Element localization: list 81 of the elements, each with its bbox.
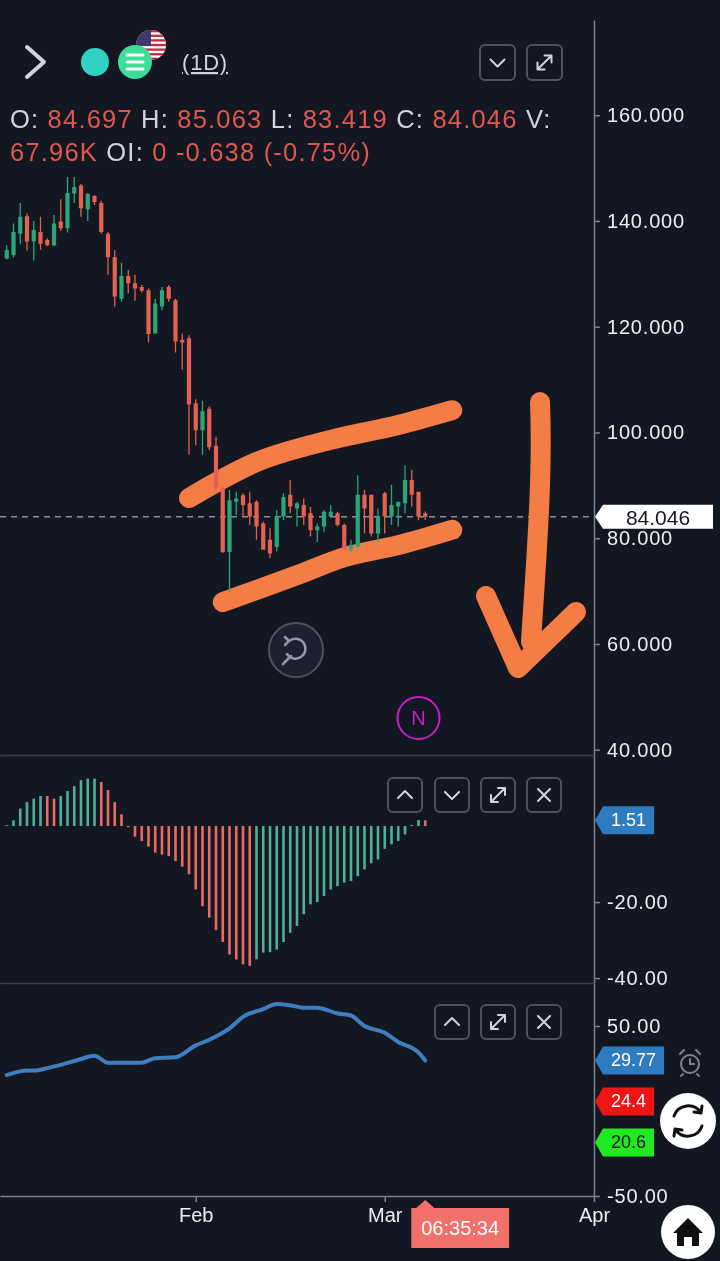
- bar: [228, 826, 231, 955]
- bar: [147, 826, 150, 847]
- bar: [288, 826, 292, 933]
- bar: [363, 826, 366, 870]
- bar: [383, 826, 387, 849]
- candlestick: [132, 274, 138, 301]
- bar: [32, 798, 36, 827]
- bar: [396, 826, 400, 841]
- x-tick-label: Apr: [578, 1204, 611, 1227]
- bar: [309, 826, 312, 905]
- bar: [99, 781, 103, 827]
- bar: [342, 826, 346, 883]
- candlestick: [173, 298, 178, 353]
- bar: [153, 826, 157, 853]
- bar: [315, 826, 319, 903]
- bar: [423, 820, 427, 827]
- text: 29.77: [611, 1050, 657, 1071]
- y-tick-label: 120.000: [607, 315, 685, 338]
- bar: [194, 826, 198, 890]
- candlestick: [254, 500, 259, 540]
- candlestick: [416, 491, 421, 521]
- bar: [221, 826, 225, 942]
- bar: [140, 826, 144, 841]
- y-tick-label: 160.000: [607, 104, 685, 127]
- text: 20.6: [611, 1132, 647, 1153]
- x-tick-label: Mar: [368, 1204, 403, 1227]
- candlestick: [335, 511, 340, 527]
- bar: [261, 826, 265, 953]
- x-tick-label: Feb: [179, 1204, 214, 1227]
- candlestick: [281, 493, 286, 521]
- candlestick: [240, 493, 246, 517]
- bar: [390, 826, 393, 845]
- bar: [120, 814, 123, 827]
- bar: [113, 802, 117, 827]
- bar: [248, 826, 252, 966]
- bar: [180, 826, 184, 867]
- candlestick: [146, 288, 151, 343]
- bar: [275, 826, 279, 950]
- y-tick-label: 50.00: [607, 1014, 662, 1037]
- candlestick: [294, 501, 300, 527]
- candlestick: [92, 195, 97, 206]
- bar: [302, 826, 306, 915]
- candlestick: [267, 528, 273, 559]
- text: 1.51: [611, 810, 647, 831]
- candlestick: [348, 539, 354, 552]
- bar: [39, 796, 42, 827]
- annotation: N: [411, 707, 426, 729]
- bar: [93, 778, 96, 827]
- text: (1D): [182, 50, 228, 75]
- text: O: 84.697 H: 85.063 L: 83.419 C: 84.046 V: 67.96K OI: 0 -0.638 (-0.75%): [10, 105, 552, 166]
- bar: [207, 826, 211, 918]
- y-tick-label: -40.00: [607, 966, 669, 989]
- bar: [282, 826, 285, 942]
- bar: [45, 796, 49, 827]
- bar: [86, 778, 90, 827]
- y-tick-label: 60.000: [607, 632, 673, 655]
- bar: [356, 826, 360, 877]
- bar: [12, 820, 15, 827]
- ref-line-label: 84.046: [625, 505, 691, 529]
- y-tick-label: 40.000: [607, 738, 673, 761]
- text: 24.4: [611, 1091, 647, 1112]
- y-tick-label: 80.000: [607, 527, 673, 550]
- bar: [18, 808, 22, 827]
- bar: [417, 819, 420, 827]
- bar: [369, 826, 373, 864]
- bar: [72, 786, 76, 827]
- text: 06:35:34: [421, 1217, 500, 1239]
- bar: [234, 826, 238, 960]
- y-tick-label: 100.000: [607, 421, 685, 444]
- candlestick: [119, 262, 124, 302]
- bar: [329, 826, 333, 890]
- bar: [66, 791, 69, 827]
- y-tick-label: -50.00: [607, 1184, 669, 1207]
- y-tick-label: -20.00: [607, 890, 669, 913]
- bar: [59, 796, 63, 827]
- bar: [255, 826, 258, 960]
- bar: [167, 826, 171, 857]
- bar: [336, 826, 339, 887]
- bar: [174, 826, 177, 862]
- y-tick-label: 140.000: [607, 209, 685, 232]
- bar: [201, 826, 204, 907]
